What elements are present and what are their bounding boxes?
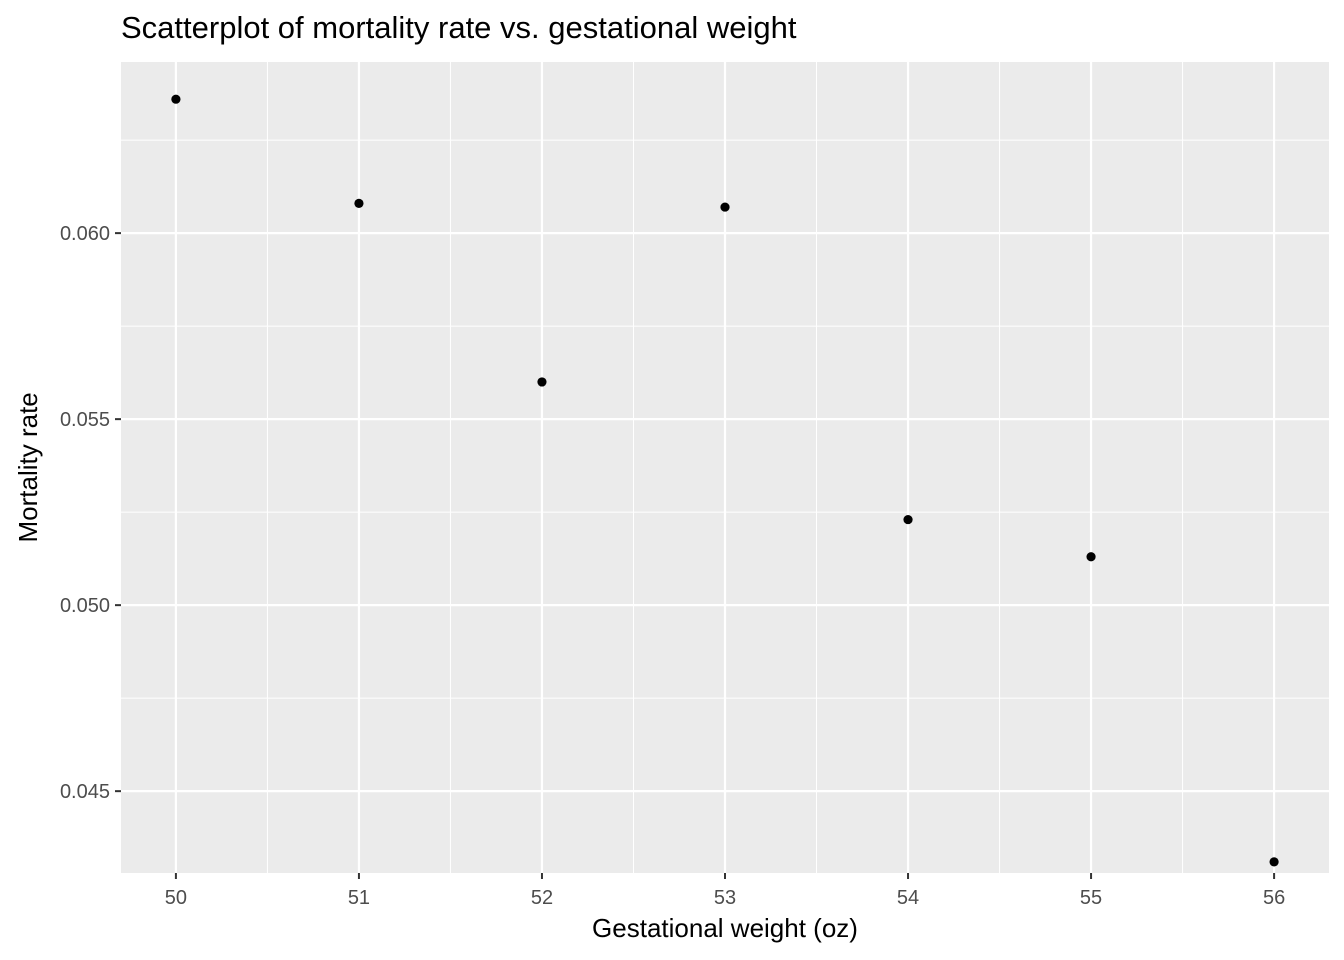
- x-axis-ticks: 50 51 52 53 54 55 56: [165, 873, 1285, 909]
- y-tick-label: 0.050: [60, 595, 110, 617]
- data-points: [171, 94, 1279, 867]
- x-tick-label: 55: [1080, 887, 1102, 909]
- y-tick-label: 0.055: [60, 409, 110, 431]
- major-gridlines: [121, 62, 1329, 873]
- data-point: [171, 94, 181, 104]
- data-point: [1086, 552, 1096, 562]
- x-axis-title: Gestational weight (oz): [592, 913, 858, 943]
- chart-title: Scatterplot of mortality rate vs. gestat…: [121, 10, 797, 45]
- x-tick-label: 53: [714, 887, 736, 909]
- data-point: [1269, 857, 1279, 867]
- x-tick-label: 54: [897, 887, 919, 909]
- x-tick-label: 52: [531, 887, 553, 909]
- y-tick-label: 0.045: [60, 781, 110, 803]
- y-axis-title: Mortality rate: [13, 392, 43, 543]
- data-point: [354, 198, 364, 208]
- y-axis-ticks: 0.045 0.050 0.055 0.060: [60, 223, 121, 803]
- y-tick-label: 0.060: [60, 223, 110, 245]
- x-tick-label: 51: [348, 887, 370, 909]
- x-tick-label: 50: [165, 887, 187, 909]
- x-tick-label: 56: [1263, 887, 1285, 909]
- data-point: [537, 377, 547, 387]
- data-point: [903, 514, 913, 525]
- data-point: [720, 202, 730, 212]
